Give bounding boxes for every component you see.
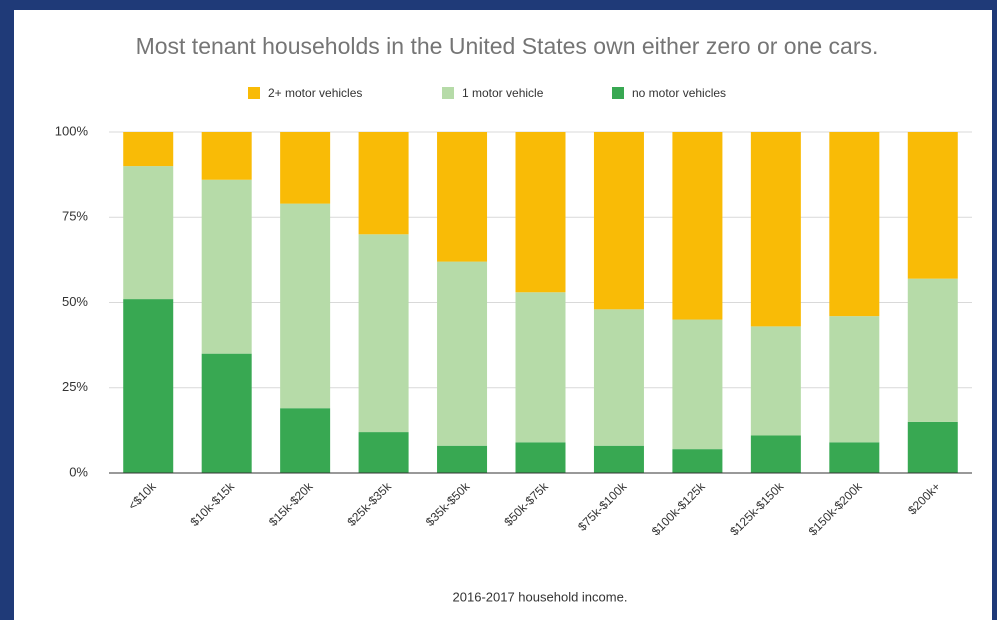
bar-segment xyxy=(593,445,644,473)
bar-segment xyxy=(437,132,488,262)
bar-segment xyxy=(515,132,566,293)
x-axis-title: 2016-2017 household income. xyxy=(453,589,628,604)
y-tick-label: 0% xyxy=(69,464,88,479)
bar-segment xyxy=(437,445,488,473)
legend-label: 2+ motor vehicles xyxy=(268,86,362,100)
bar-segment xyxy=(750,435,801,473)
bar-segment xyxy=(829,442,880,473)
bar-segment xyxy=(280,203,331,409)
legend-label: 1 motor vehicle xyxy=(462,86,544,100)
legend-label: no motor vehicles xyxy=(632,86,726,100)
bar-segment xyxy=(201,179,252,354)
bar-segment xyxy=(750,132,801,327)
legend-swatch xyxy=(442,87,454,99)
y-tick-label: 75% xyxy=(62,209,88,224)
bar-segment xyxy=(672,449,723,473)
bar-segment xyxy=(123,299,174,473)
bar-segment xyxy=(280,408,331,473)
legend-swatch xyxy=(612,87,624,99)
bar-segment xyxy=(437,261,488,446)
bar-segment xyxy=(358,234,409,433)
bar-segment xyxy=(672,132,723,320)
bar-segment xyxy=(907,132,958,279)
bar-segment xyxy=(593,309,644,446)
bar-segment xyxy=(515,442,566,473)
bar-segment xyxy=(280,132,331,204)
bar-segment xyxy=(672,319,723,450)
bar-segment xyxy=(201,132,252,180)
y-tick-label: 25% xyxy=(62,379,88,394)
bar-segment xyxy=(907,421,958,473)
bar-segment xyxy=(750,326,801,436)
bar-segment xyxy=(201,353,252,473)
bar-segment xyxy=(829,132,880,317)
y-tick-label: 50% xyxy=(62,294,88,309)
bar-segment xyxy=(358,432,409,473)
bar-segment xyxy=(907,278,958,422)
bar-segment xyxy=(829,316,880,443)
bar-segment xyxy=(358,132,409,235)
bar-segment xyxy=(123,166,174,300)
y-tick-label: 100% xyxy=(55,123,89,138)
legend-swatch xyxy=(248,87,260,99)
bar-segment xyxy=(123,132,174,167)
bar-segment xyxy=(593,132,644,310)
bar-segment xyxy=(515,292,566,443)
chart-panel xyxy=(14,10,992,620)
chart-title: Most tenant households in the United Sta… xyxy=(136,33,879,59)
